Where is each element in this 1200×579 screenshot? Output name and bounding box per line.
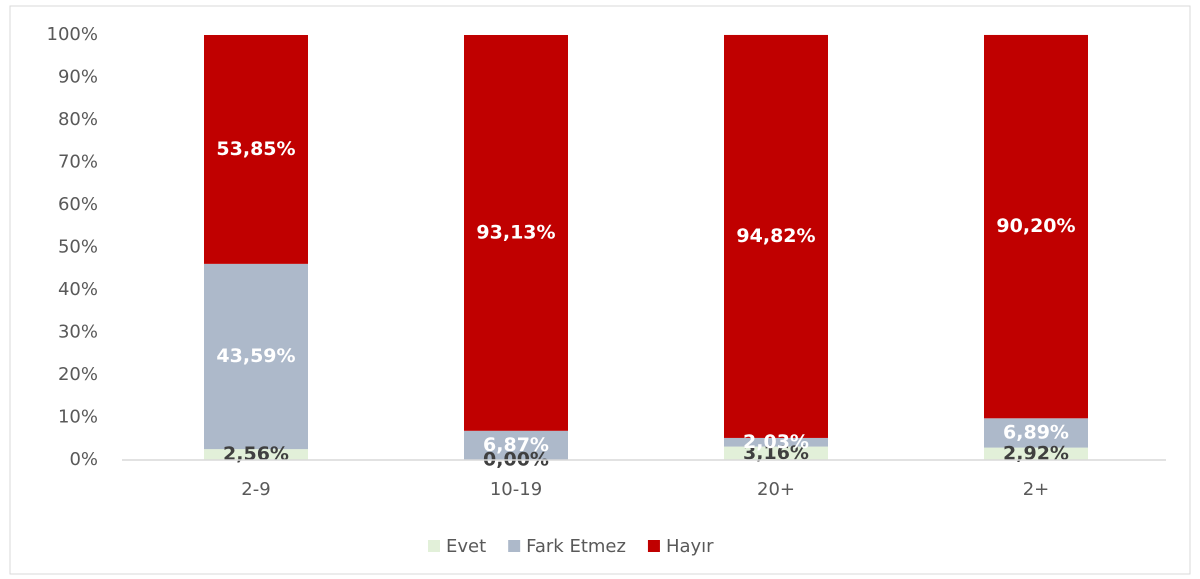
legend-label: Evet — [446, 536, 486, 557]
data-label: 3,16% — [743, 442, 809, 464]
bar-segment — [464, 430, 568, 460]
legend-swatch — [647, 540, 660, 552]
data-label: 53,85% — [216, 138, 295, 160]
bar-segment — [204, 35, 308, 264]
bar-segment — [984, 34, 1088, 419]
data-label: 93,13% — [476, 221, 555, 243]
legend-label: Fark Etmez — [526, 536, 626, 557]
bar-segment — [984, 418, 1088, 448]
data-label: 2,56% — [223, 443, 289, 465]
bar-segment — [724, 446, 828, 460]
data-label: 6,87% — [483, 434, 549, 456]
y-tick-label: 30% — [58, 322, 98, 343]
bar-segment — [984, 447, 1088, 460]
data-label: 2,03% — [743, 431, 809, 453]
y-tick-label: 100% — [47, 24, 98, 45]
data-label: 94,82% — [736, 225, 815, 247]
y-tick-label: 90% — [58, 67, 98, 88]
x-tick-label: 2-9 — [241, 479, 270, 500]
y-tick-label: 80% — [58, 109, 98, 130]
data-label: 43,59% — [216, 345, 295, 367]
y-tick-label: 10% — [58, 407, 98, 428]
bar-segment — [724, 34, 828, 438]
bar-segment — [464, 35, 568, 431]
data-label: 2,92% — [1003, 442, 1069, 464]
y-tick-label: 0% — [69, 449, 98, 470]
bar-segment — [724, 437, 828, 447]
y-tick-label: 50% — [58, 237, 98, 258]
x-tick-label: 10-19 — [490, 479, 542, 500]
legend-swatch — [428, 540, 440, 552]
legend-swatch — [508, 540, 521, 552]
x-tick-label: 2+ — [1023, 479, 1050, 500]
y-tick-label: 40% — [58, 279, 98, 300]
y-tick-label: 70% — [58, 152, 98, 173]
y-tick-label: 60% — [58, 194, 98, 215]
x-tick-label: 20+ — [757, 479, 795, 500]
data-label: 6,89% — [1003, 421, 1069, 443]
bar-segment — [204, 449, 308, 460]
legend-label: Hayır — [666, 536, 714, 557]
data-label: 90,20% — [996, 215, 1075, 237]
y-tick-label: 20% — [58, 364, 98, 385]
bar-segment — [204, 263, 308, 450]
